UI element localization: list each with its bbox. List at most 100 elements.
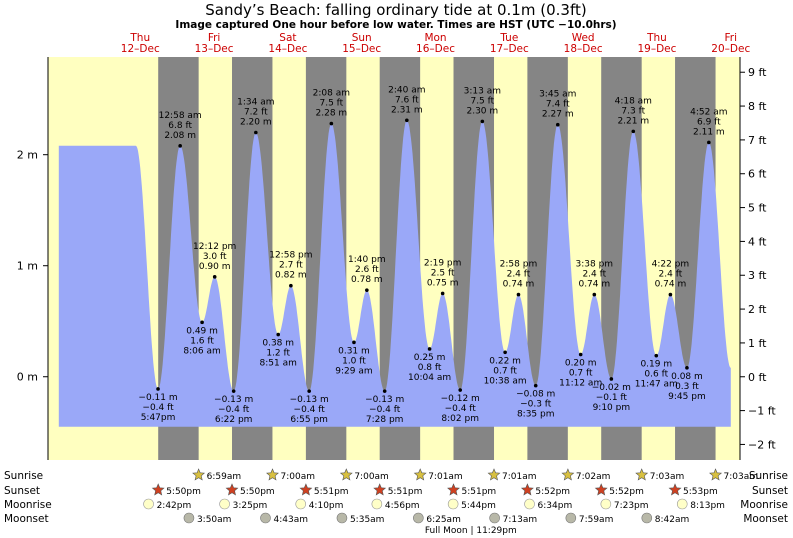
day-name-label: Sat — [279, 32, 296, 44]
tide-time-label: 8:51 am — [260, 359, 297, 369]
right-tick-label: 2 ft — [748, 303, 767, 316]
moonrise-icon — [371, 498, 383, 510]
moonrise-icon — [676, 498, 688, 510]
tide-ft-label: 1.6 ft — [190, 336, 214, 346]
tide-ft-label: −0.3 ft — [520, 400, 552, 410]
moonset-icon — [260, 512, 271, 524]
moonset-row-label-right: Moonset — [743, 513, 788, 525]
tide-ft-label: 0.6 ft — [644, 370, 668, 380]
tide-extreme-dot — [352, 340, 356, 345]
tide-time-label: 9:45 pm — [668, 392, 706, 402]
tide-m-label: 0.20 m — [565, 359, 597, 369]
tide-m-label: 0.82 m — [275, 271, 307, 281]
tide-extreme-dot — [707, 140, 711, 145]
day-date-label: 18–Dec — [564, 43, 603, 55]
sunrise-time-label: 7:03am — [724, 472, 759, 482]
moonset-icon — [183, 512, 195, 524]
moonrise-icon — [295, 498, 307, 510]
tide-extreme-dot — [427, 347, 432, 351]
right-tick-label: 3 ft — [748, 269, 767, 282]
tide-extreme-dot — [276, 332, 281, 337]
moonset-icon — [641, 512, 653, 524]
tide-extreme-dot — [156, 387, 160, 391]
moonrise-icon — [600, 498, 612, 510]
tide-time-label: 1:34 am — [237, 97, 274, 107]
tide-ft-label: −0.4 ft — [218, 405, 250, 415]
tide-m-label: 0.74 m — [578, 280, 610, 290]
tide-extreme-dot — [254, 130, 258, 135]
tide-time-label: 8:06 am — [183, 346, 220, 356]
sunset-time-label: 5:52pm — [535, 487, 570, 497]
tide-extreme-dot — [592, 292, 597, 297]
tide-time-label: 10:38 am — [484, 376, 527, 386]
sunrise-time-label: 7:00am — [281, 472, 316, 482]
tide-m-label: 2.11 m — [693, 127, 725, 137]
tide-m-label: 0.25 m — [414, 353, 446, 363]
tide-time-label: 8:35 pm — [517, 410, 555, 420]
right-tick-label: 0 ft — [748, 371, 767, 384]
sunrise-icon — [487, 468, 501, 481]
tide-ft-label: 0.7 ft — [493, 366, 517, 376]
tide-m-label: 2.20 m — [240, 117, 272, 127]
tide-ft-label: 0.3 ft — [675, 382, 699, 392]
day-name-label: Thu — [646, 32, 667, 44]
day-name-label: Wed — [572, 32, 595, 44]
sunset-icon — [668, 483, 682, 496]
sunset-time-label: 5:50pm — [166, 487, 201, 497]
tide-extreme-dot — [365, 288, 369, 292]
day-name-label: Thu — [129, 32, 150, 44]
tide-time-label: 9:29 am — [335, 366, 372, 376]
sunrise-time-label: 7:00am — [354, 472, 389, 482]
right-tick-label: −2 ft — [748, 438, 776, 451]
sunset-icon — [594, 483, 608, 496]
tide-extreme-dot — [329, 121, 334, 126]
moonrise-time-label: 8:13pm — [690, 501, 725, 511]
tide-extreme-dot — [578, 352, 583, 357]
tide-ft-label: 2.6 ft — [355, 265, 379, 275]
tide-m-label: −0.13 m — [365, 395, 404, 405]
moonrise-icon — [143, 498, 154, 510]
moonset-icon — [413, 512, 424, 524]
moonrise-time-label: 5:44pm — [461, 501, 496, 511]
axes: 0 m 1 m 2 m −2 ft −1 ft 0 ft 1 ft 2 ft 3 ft 4 ft 5… — [17, 57, 776, 460]
tide-extreme-dot — [685, 366, 689, 370]
tide-m-label: −0.12 m — [441, 394, 480, 404]
tide-extreme-dot — [382, 389, 387, 393]
left-tick-label: 2 m — [17, 149, 38, 162]
tide-area — [58, 120, 731, 427]
tide-extreme-dot — [503, 350, 507, 355]
tide-ft-label: 0.8 ft — [418, 363, 442, 373]
moonrise-time-label: 6:34pm — [538, 501, 573, 511]
tide-m-label: 0.31 m — [338, 346, 370, 356]
sunrise-icon — [266, 468, 279, 481]
moonrise-time-label: 4:56pm — [385, 501, 420, 511]
moonset-icon — [489, 512, 500, 524]
sunrise-icon — [709, 468, 723, 481]
tide-extreme-dot — [178, 144, 182, 148]
tide-extreme-dot — [631, 129, 636, 134]
tide-time-label: 5:47pm — [141, 413, 176, 423]
sunset-row-label-right: Sunset — [752, 485, 788, 497]
tide-time-label: 8:02 pm — [441, 414, 479, 424]
tide-time-label: 12:58 pm — [269, 251, 312, 261]
tide-time-label: 4:52 am — [690, 107, 727, 117]
tide-ft-label: 7.3 ft — [621, 106, 645, 116]
tide-m-label: 2.27 m — [542, 110, 574, 120]
tide-ft-label: 7.5 ft — [470, 96, 494, 106]
day-labels: Thu12–DecFri13–DecSat14–DecSun15–DecMon1… — [121, 32, 751, 55]
day-name-label: Tue — [499, 32, 518, 44]
tide-m-label: 0.74 m — [655, 280, 687, 290]
left-tick-label: 0 m — [17, 371, 38, 384]
tide-extreme-dot — [458, 388, 463, 392]
tide-extreme-dot — [609, 377, 614, 381]
moonrise-time-label: 4:10pm — [309, 501, 344, 511]
tide-ft-label: 7.4 ft — [546, 100, 570, 110]
day-date-label: 20–Dec — [711, 43, 750, 55]
moonrise-time-label: 7:23pm — [614, 501, 649, 511]
tide-time-label: 3:45 am — [539, 90, 576, 100]
tide-m-label: 0.78 m — [351, 275, 383, 285]
moonset-row-label: Moonset — [4, 513, 49, 525]
sunrise-icon — [635, 468, 649, 481]
tide-time-label: 6:55 pm — [290, 415, 328, 425]
